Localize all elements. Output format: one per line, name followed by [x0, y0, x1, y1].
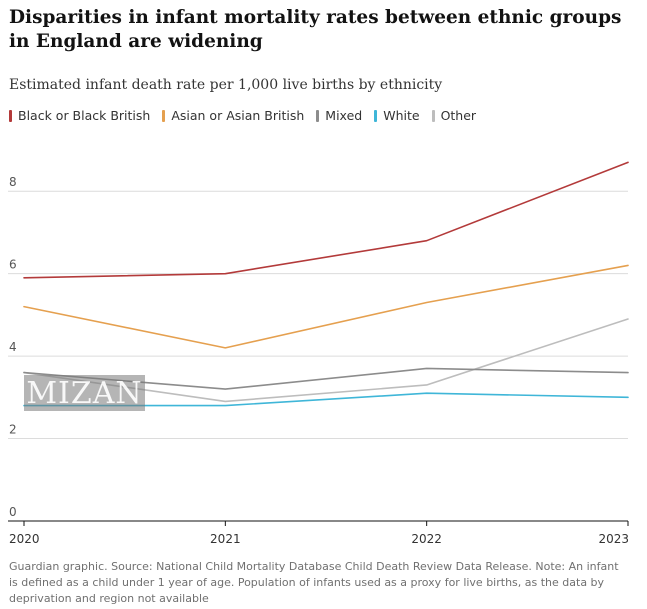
legend-swatch-other	[431, 109, 435, 122]
chart-footnote: Guardian graphic. Source: National Child…	[9, 560, 619, 605]
legend-label-other: Other	[440, 108, 477, 123]
y-tick-label-8: 8	[9, 175, 17, 189]
x-tick-label-2020: 2020	[9, 532, 40, 546]
chart-title: Disparities in infant mortality rates be…	[9, 7, 622, 52]
legend-label-asian: Asian or Asian British	[171, 108, 305, 123]
x-tick-label-2021: 2021	[210, 532, 241, 546]
x-tick-label-2023: 2023	[598, 532, 629, 546]
series-line-black	[23, 161, 629, 279]
legend-item-asian: Asian or Asian British	[162, 108, 304, 123]
legend-item-other: Other	[431, 108, 477, 123]
y-tick-label-2: 2	[9, 423, 17, 437]
legend-label-mixed: Mixed	[325, 108, 363, 123]
y-tick-label-4: 4	[9, 340, 17, 354]
chart-legend: Black or Black British Asian or Asian Br…	[9, 108, 476, 123]
chart-subtitle: Estimated infant death rate per 1,000 li…	[9, 77, 443, 93]
legend-item-black: Black or Black British	[9, 108, 150, 123]
legend-label-black: Black or Black British	[18, 108, 151, 123]
legend-label-white: White	[383, 108, 420, 123]
legend-item-white: White	[374, 108, 420, 123]
legend-swatch-asian	[162, 109, 166, 122]
y-tick-label-6: 6	[9, 258, 17, 272]
legend-swatch-black	[9, 109, 12, 122]
legend-item-mixed: Mixed	[316, 108, 362, 123]
legend-swatch-white	[374, 109, 378, 122]
legend-swatch-mixed	[316, 109, 320, 122]
x-tick-label-2022: 2022	[411, 532, 442, 546]
series-line-asian	[23, 264, 629, 349]
watermark-logo: MIZAN	[24, 375, 145, 411]
y-tick-label-0: 0	[9, 505, 17, 519]
